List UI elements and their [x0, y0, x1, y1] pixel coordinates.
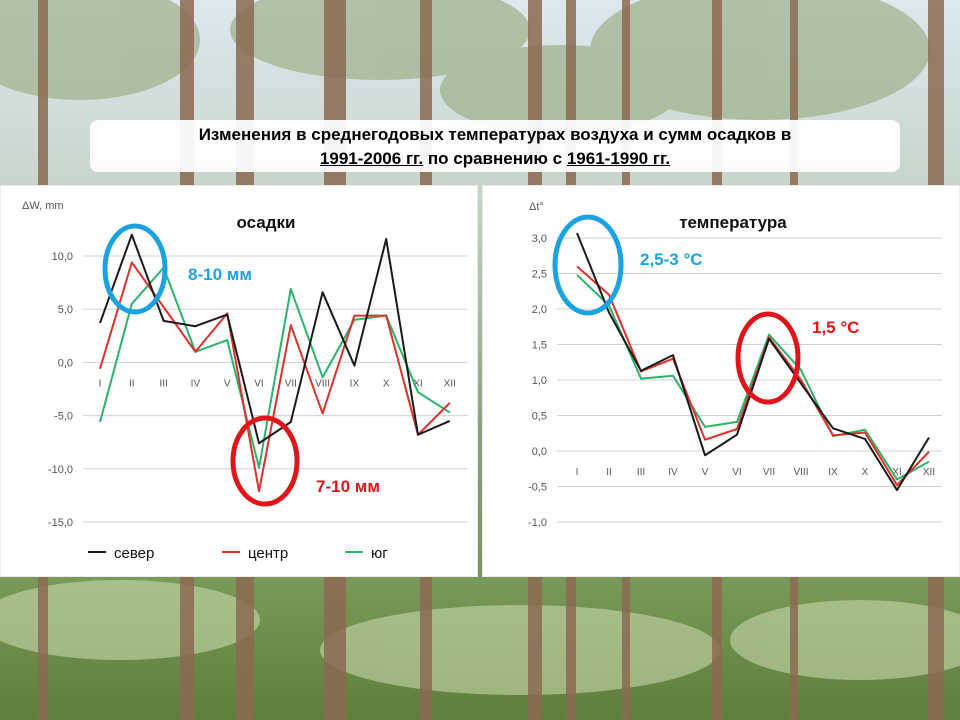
x-tick-label: VI	[732, 467, 741, 478]
x-tick-label: III	[159, 378, 167, 389]
y-tick-label: 2,5	[532, 269, 547, 281]
legend-label: юг	[371, 545, 388, 562]
y-tick-label: -10,0	[48, 464, 73, 476]
legend-label: центр	[248, 545, 288, 562]
x-tick-label: XI	[892, 467, 901, 478]
y-tick-label: 10,0	[52, 251, 73, 263]
series-line-sever	[576, 232, 930, 492]
y-tick-label: 1,5	[532, 340, 547, 352]
y-tick-label: 0,5	[532, 411, 547, 423]
y-tick-label: 3,0	[532, 233, 547, 245]
x-tick-label: III	[637, 467, 645, 478]
annotation-ring-blue	[552, 214, 624, 316]
y-tick-label: -5,0	[54, 411, 73, 423]
x-tick-label: X	[862, 467, 869, 478]
x-tick-label: VIII	[315, 378, 330, 389]
x-tick-label: XII	[923, 467, 935, 478]
y-tick-label: 0,0	[58, 357, 73, 369]
x-tick-label: VII	[763, 467, 775, 478]
x-tick-label: VI	[254, 378, 263, 389]
annotation-ring-blue	[102, 223, 168, 315]
x-tick-label: XI	[413, 378, 422, 389]
x-tick-label: IX	[828, 467, 838, 478]
series-line-centr	[576, 265, 930, 487]
x-tick-label: VII	[285, 378, 297, 389]
y-tick-label: -1,0	[528, 517, 547, 529]
x-tick-label: I	[576, 467, 579, 478]
x-tick-label: IV	[191, 378, 201, 389]
annotation-label: 1,5 °C	[812, 318, 859, 337]
period-2: 1961-1990 гг.	[566, 149, 671, 168]
x-tick-label: V	[224, 378, 231, 389]
precipitation-chart-panel: 10,0 5,0 0,0 -5,0 -10,0 -15,0 ΔW, mm I II III IV V V…	[0, 184, 479, 578]
x-tick-label: IX	[350, 378, 360, 389]
y-axis-label: Δt°	[529, 201, 544, 213]
chart-title: осадки	[236, 213, 295, 232]
title-line-1: Изменения в среднегодовых температурах в…	[198, 125, 792, 144]
y-tick-label: 0,0	[532, 446, 547, 458]
annotation-label: 7-10 мм	[316, 477, 380, 496]
y-tick-label: 2,0	[532, 304, 547, 316]
legend-label: север	[114, 545, 154, 562]
annotation-ring-red	[230, 415, 300, 507]
x-tick-label: XII	[444, 378, 456, 389]
series-line-yug	[99, 266, 451, 469]
series-line-yug	[576, 274, 930, 481]
y-tick-label: -0,5	[528, 482, 547, 494]
slide-title: Изменения в среднегодовых температурах в…	[90, 120, 900, 172]
chart-title: температура	[679, 213, 787, 232]
series-line-sever	[99, 233, 451, 445]
x-tick-label: II	[606, 467, 612, 478]
y-tick-label: 1,0	[532, 375, 547, 387]
annotation-label: 2,5-3 °C	[640, 250, 703, 269]
annotation-label: 8-10 мм	[188, 265, 252, 284]
precipitation-chart: 10,05,00,0-5,0-10,0-15,0ΔW, mmI II III IV V V…	[0, 184, 479, 578]
temperature-chart: 3,02,52,01,51,00,50,0-0,5-1,0Δt°I II III IV…	[481, 184, 960, 578]
y-tick-label: -15,0	[48, 517, 73, 529]
title-connector: по сравнению с	[423, 149, 567, 168]
x-tick-label: I	[99, 378, 102, 389]
y-tick-label: 5,0	[58, 304, 73, 316]
x-tick-label: X	[383, 378, 390, 389]
temperature-chart-panel: 3,0 2,5 2,0 1,5 1,0 0,5 0,0 -0,5 -1,0 Δt° I II III IV…	[481, 184, 960, 578]
chart-frame	[481, 184, 960, 578]
x-tick-label: V	[702, 467, 709, 478]
annotation-ring-red	[735, 311, 801, 405]
x-tick-label: II	[129, 378, 135, 389]
title-line-2: 1991-2006 гг. по сравнению с 1961-1990 г…	[90, 147, 900, 171]
period-1: 1991-2006 гг.	[319, 149, 424, 168]
y-axis-label: ΔW, mm	[22, 200, 64, 212]
x-tick-label: IV	[668, 467, 678, 478]
x-tick-label: VIII	[793, 467, 808, 478]
